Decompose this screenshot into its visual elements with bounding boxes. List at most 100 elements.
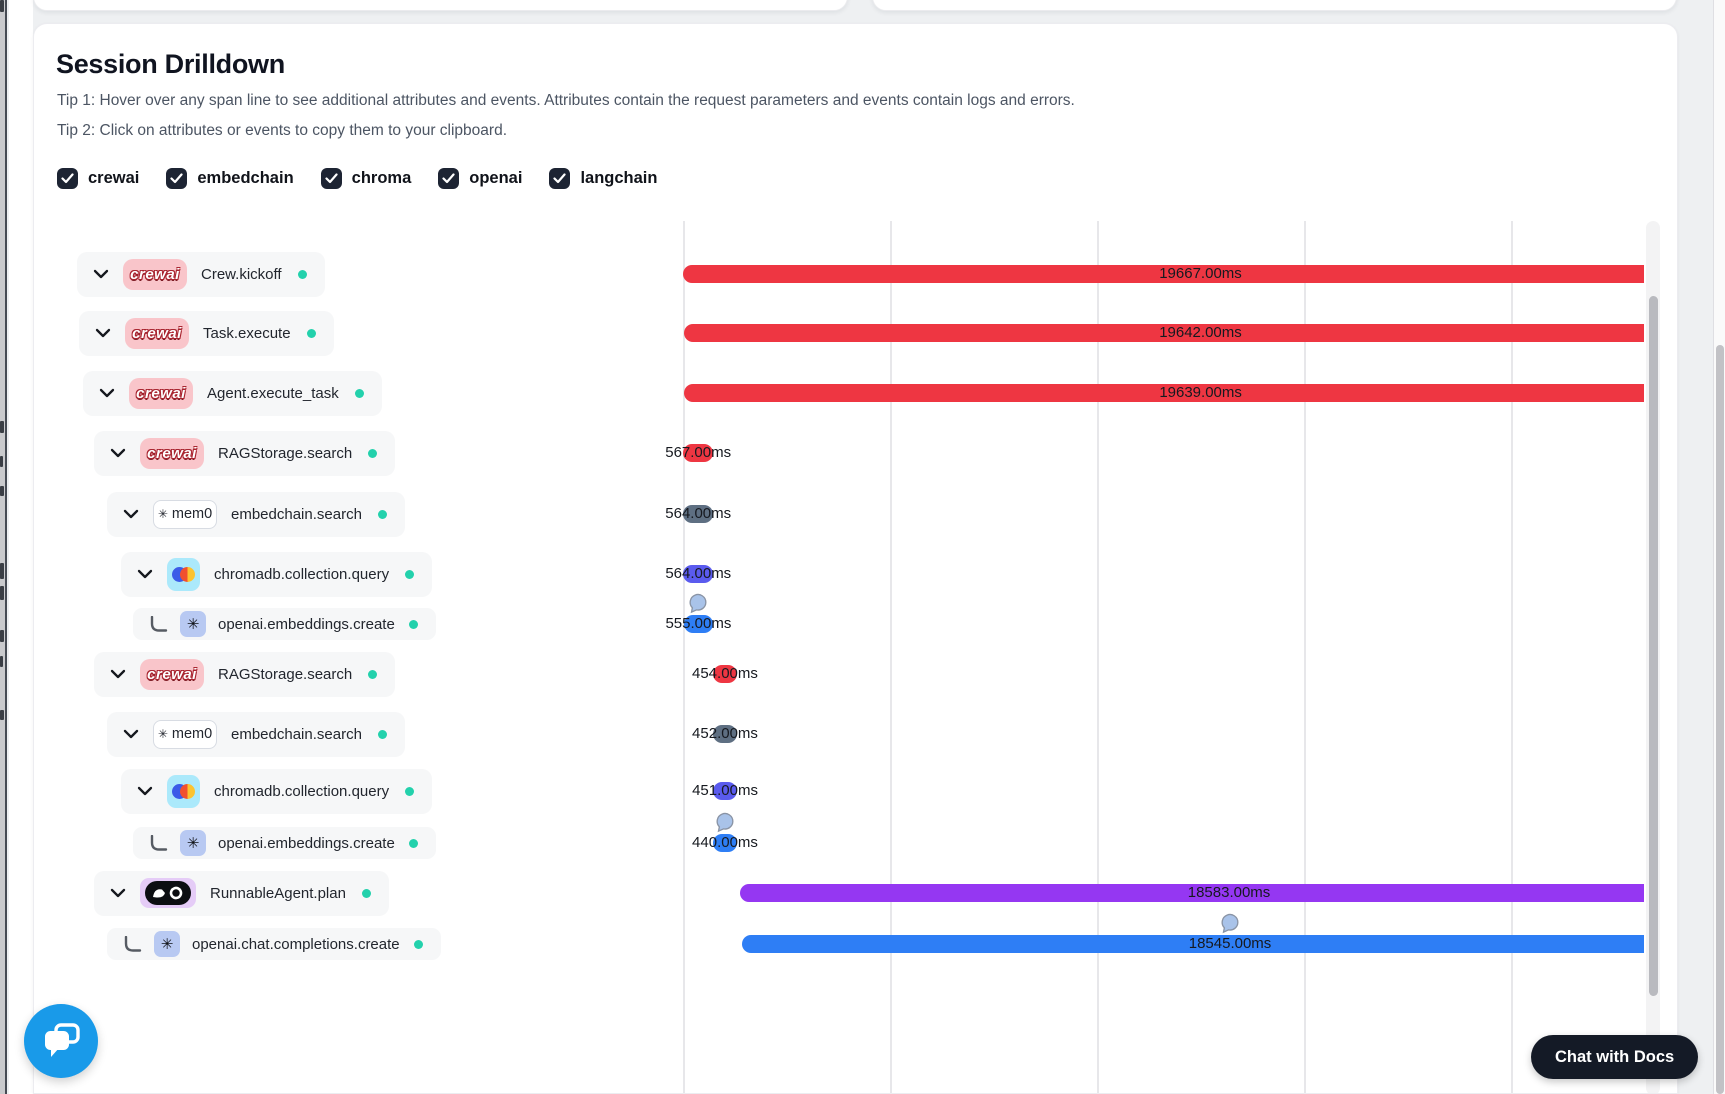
clipped-text-fragment	[0, 656, 3, 667]
chevron-down-icon[interactable]	[110, 888, 126, 898]
span-bar-embedchain.search[interactable]	[683, 505, 714, 523]
chat-widget-launcher[interactable]	[24, 1004, 98, 1078]
span-name: RAGStorage.search	[218, 444, 353, 462]
chevron-down-icon[interactable]	[110, 448, 126, 458]
filter-checkbox-crewai[interactable]: crewai	[57, 168, 139, 189]
span-row-RunnableAgent.plan[interactable]: RunnableAgent.plan	[94, 870, 389, 916]
span-duration-label: 564.00ms	[665, 565, 732, 582]
chevron-down-icon[interactable]	[93, 269, 109, 279]
span-bars-viewport: 19667.00ms 19642.00ms 19639.00ms 567.00ms 56…	[34, 221, 1644, 1093]
span-row-openai.embeddings.create[interactable]: ✳ openai.embeddings.create	[133, 827, 436, 859]
span-row-RAGStorage.search[interactable]: crewai RAGStorage.search	[94, 651, 396, 697]
status-dot	[405, 786, 415, 796]
chevron-down-icon[interactable]	[137, 569, 153, 579]
chat-bubbles-icon	[45, 1023, 80, 1057]
chart-scrollbar-track[interactable]	[1646, 221, 1660, 1093]
langchain-logo	[140, 878, 196, 908]
span-bar-RAGStorage.search[interactable]	[712, 665, 737, 683]
filter-checkbox-chroma[interactable]: chroma	[320, 168, 411, 189]
filter-checkbox-langchain[interactable]: langchain	[549, 168, 657, 189]
chevron-down-icon[interactable]	[99, 388, 115, 398]
openai-logo: ✳	[180, 830, 206, 856]
library-filters: crewai embedchain chroma openai langchain	[57, 168, 657, 189]
span-row-Crew.kickoff[interactable]: crewai Crew.kickoff	[77, 251, 325, 297]
span-row-chromadb.collection.query[interactable]: chromadb.collection.query	[121, 551, 433, 597]
tip-1: Tip 1: Hover over any span line to see a…	[57, 92, 1075, 109]
event-bubble-icon[interactable]	[688, 593, 709, 619]
span-name: openai.embeddings.create	[218, 615, 395, 633]
crewai-logo: crewai	[123, 258, 187, 290]
filter-checkbox-openai[interactable]: openai	[438, 168, 522, 189]
chevron-down-icon[interactable]	[95, 328, 111, 338]
span-name: openai.embeddings.create	[218, 834, 395, 852]
span-name: Task.execute	[203, 324, 291, 342]
span-row-RAGStorage.search[interactable]: crewai RAGStorage.search	[94, 430, 396, 476]
span-row-Task.execute[interactable]: crewai Task.execute	[79, 310, 334, 356]
span-bar-embedchain.search[interactable]	[713, 725, 737, 743]
checked-checkbox-icon[interactable]	[166, 168, 188, 189]
background-panel-edge	[0, 0, 7, 1094]
clipped-text-fragment	[0, 456, 3, 467]
chat-with-docs-button[interactable]: Chat with Docs	[1531, 1035, 1699, 1079]
status-dot	[368, 448, 378, 458]
span-row-openai.embeddings.create[interactable]: ✳ openai.embeddings.create	[133, 608, 436, 640]
checked-checkbox-icon[interactable]	[438, 168, 460, 189]
checked-checkbox-icon[interactable]	[320, 168, 342, 189]
mem0-knot-icon: ✳	[157, 727, 168, 741]
checked-checkbox-icon[interactable]	[57, 168, 78, 189]
chevron-down-icon[interactable]	[123, 509, 139, 519]
span-bar-chromadb.collection.query[interactable]	[683, 565, 714, 583]
span-bar-Crew.kickoff[interactable]	[683, 265, 1644, 283]
mem0-logo-text: mem0	[171, 506, 213, 522]
span-bar-RunnableAgent.plan[interactable]	[740, 884, 1644, 902]
chroma-logo	[167, 557, 200, 591]
status-dot	[408, 838, 418, 848]
span-name: Agent.execute_task	[207, 384, 339, 402]
span-duration-label: 451.00ms	[692, 782, 758, 799]
span-bar-openai.chat.completions.create[interactable]	[742, 935, 1644, 953]
span-bar-Task.execute[interactable]	[683, 324, 1644, 342]
span-row-chromadb.collection.query[interactable]: chromadb.collection.query	[121, 768, 433, 814]
status-dot	[297, 269, 307, 279]
span-bar-chromadb.collection.query[interactable]	[713, 782, 737, 800]
span-duration-label: 19642.00ms	[1159, 324, 1242, 341]
span-duration-label: 555.00ms	[665, 615, 732, 632]
chart-scrollbar-thumb[interactable]	[1648, 296, 1658, 996]
page-scrollbar-thumb[interactable]	[1716, 345, 1724, 1094]
span-row-openai.chat.completions.create[interactable]: ✳ openai.chat.completions.create	[107, 928, 441, 960]
filter-label: embedchain	[197, 169, 294, 187]
timeline-gridline	[1304, 221, 1306, 1093]
clipped-text-fragment	[0, 586, 4, 600]
span-bar-openai.embeddings.create[interactable]	[713, 834, 737, 852]
span-duration-label: 19667.00ms	[1159, 265, 1242, 282]
mem0-logo: ✳ mem0	[153, 719, 217, 749]
span-bar-Agent.execute_task[interactable]	[683, 384, 1644, 402]
crewai-logo-text: crewai	[136, 384, 186, 402]
chevron-down-icon[interactable]	[137, 786, 153, 796]
event-bubble-icon[interactable]	[714, 812, 735, 838]
clipped-text-fragment	[0, 630, 4, 642]
span-bar-openai.embeddings.create[interactable]	[683, 615, 713, 633]
openai-logo: ✳	[180, 611, 206, 637]
mem0-logo-text: mem0	[171, 726, 213, 742]
chevron-down-icon[interactable]	[110, 669, 126, 679]
span-bar-RAGStorage.search[interactable]	[683, 444, 714, 462]
filter-checkbox-embedchain[interactable]: embedchain	[166, 168, 294, 189]
span-name: Crew.kickoff	[201, 265, 282, 283]
timeline-gridline	[1097, 221, 1099, 1093]
page-scrollbar-track[interactable]	[1713, 0, 1725, 1094]
span-row-embedchain.search[interactable]: ✳ mem0 embedchain.search	[107, 491, 405, 537]
timeline-gridline	[890, 221, 892, 1093]
chevron-down-icon[interactable]	[123, 729, 139, 739]
event-bubble-icon[interactable]	[1220, 913, 1241, 939]
span-row-embedchain.search[interactable]: ✳ mem0 embedchain.search	[107, 711, 405, 757]
status-dot	[306, 328, 316, 338]
timeline-gridline	[1511, 221, 1513, 1093]
checked-checkbox-icon[interactable]	[549, 168, 571, 189]
upper-card-left-stub	[33, 0, 848, 11]
span-row-Agent.execute_task[interactable]: crewai Agent.execute_task	[83, 370, 382, 416]
span-duration-label: 19639.00ms	[1159, 384, 1242, 401]
status-dot	[405, 569, 415, 579]
crewai-logo: crewai	[125, 317, 189, 349]
clipped-text-fragment	[0, 486, 4, 496]
